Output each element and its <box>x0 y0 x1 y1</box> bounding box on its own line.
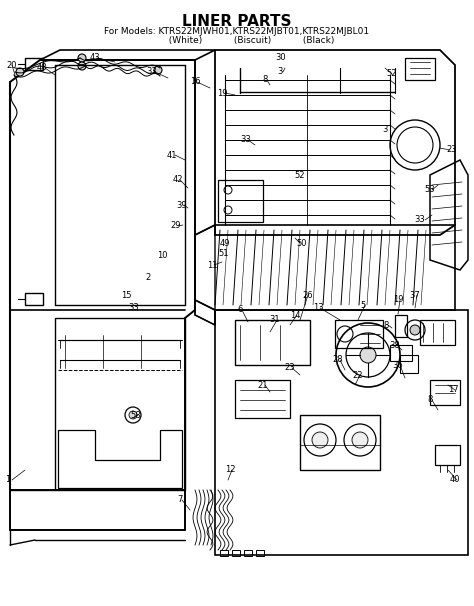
Text: 1: 1 <box>5 476 10 485</box>
Text: 50: 50 <box>297 239 307 247</box>
Circle shape <box>312 432 328 448</box>
Text: 28: 28 <box>333 356 343 364</box>
Text: 43: 43 <box>90 53 100 62</box>
Text: 12: 12 <box>225 465 235 474</box>
Text: 3: 3 <box>383 125 388 135</box>
Text: 8: 8 <box>428 396 433 404</box>
Text: 33: 33 <box>241 136 251 144</box>
Text: 33: 33 <box>128 302 139 311</box>
Text: 42: 42 <box>173 176 183 184</box>
Text: 53: 53 <box>425 185 435 195</box>
Text: 23: 23 <box>285 364 295 373</box>
Text: 29: 29 <box>171 222 181 230</box>
Bar <box>400 355 418 373</box>
Text: 30: 30 <box>276 53 286 62</box>
Text: 14: 14 <box>290 310 300 319</box>
Text: 19: 19 <box>393 296 403 304</box>
Text: 51: 51 <box>219 248 229 258</box>
Bar <box>335 320 383 348</box>
Bar <box>390 345 412 361</box>
Circle shape <box>16 68 24 76</box>
Text: 33: 33 <box>146 67 157 76</box>
Text: 38: 38 <box>390 341 401 350</box>
Text: 39: 39 <box>177 201 187 210</box>
Text: 21: 21 <box>258 381 268 390</box>
Text: 16: 16 <box>190 78 201 87</box>
Text: For Models: KTRS22MJWH01,KTRS22MJBT01,KTRS22MJBL01: For Models: KTRS22MJWH01,KTRS22MJBT01,KT… <box>104 27 370 36</box>
Circle shape <box>352 432 368 448</box>
Text: 41: 41 <box>167 150 177 159</box>
Bar <box>256 550 264 556</box>
Bar <box>218 180 263 222</box>
Circle shape <box>78 62 86 70</box>
Circle shape <box>78 54 86 62</box>
Bar <box>220 550 228 556</box>
Text: 19: 19 <box>217 88 227 98</box>
Text: 58: 58 <box>131 410 141 419</box>
Text: 40: 40 <box>450 476 460 485</box>
Text: LINER PARTS: LINER PARTS <box>182 14 292 29</box>
Text: (White)           (Biscuit)           (Black): (White) (Biscuit) (Black) <box>140 36 334 45</box>
Text: 5: 5 <box>360 301 365 310</box>
Bar <box>395 315 407 337</box>
Text: 26: 26 <box>303 290 313 299</box>
Text: 8: 8 <box>383 321 389 330</box>
Bar <box>235 380 290 418</box>
Bar <box>405 58 435 80</box>
Text: 10: 10 <box>157 250 167 259</box>
Bar <box>25 58 43 70</box>
Bar <box>235 320 310 365</box>
Text: 8: 8 <box>262 76 268 84</box>
Text: 6: 6 <box>237 305 243 315</box>
Text: 49: 49 <box>220 239 230 247</box>
Text: 31: 31 <box>270 316 280 324</box>
Bar <box>244 550 252 556</box>
Bar <box>430 380 460 405</box>
Text: 13: 13 <box>313 304 323 313</box>
Text: 20: 20 <box>7 61 17 70</box>
Text: 3: 3 <box>277 67 283 76</box>
Circle shape <box>410 325 420 335</box>
Circle shape <box>360 347 376 363</box>
Bar <box>435 445 460 465</box>
Text: 36: 36 <box>392 361 403 370</box>
Text: 52: 52 <box>295 170 305 179</box>
Text: 22: 22 <box>353 370 363 379</box>
Circle shape <box>129 411 137 419</box>
Circle shape <box>154 66 162 74</box>
Bar <box>232 550 240 556</box>
Text: 7: 7 <box>177 496 182 505</box>
Text: 48: 48 <box>36 64 47 73</box>
Bar <box>420 320 455 345</box>
Text: 37: 37 <box>410 290 420 299</box>
Text: 15: 15 <box>121 290 131 299</box>
Text: 11: 11 <box>207 261 217 270</box>
Text: 2: 2 <box>146 273 151 282</box>
Text: 52: 52 <box>387 70 397 79</box>
Text: 17: 17 <box>447 385 458 395</box>
Text: 33: 33 <box>415 216 425 224</box>
Bar <box>25 293 43 305</box>
Text: 23: 23 <box>447 145 457 155</box>
